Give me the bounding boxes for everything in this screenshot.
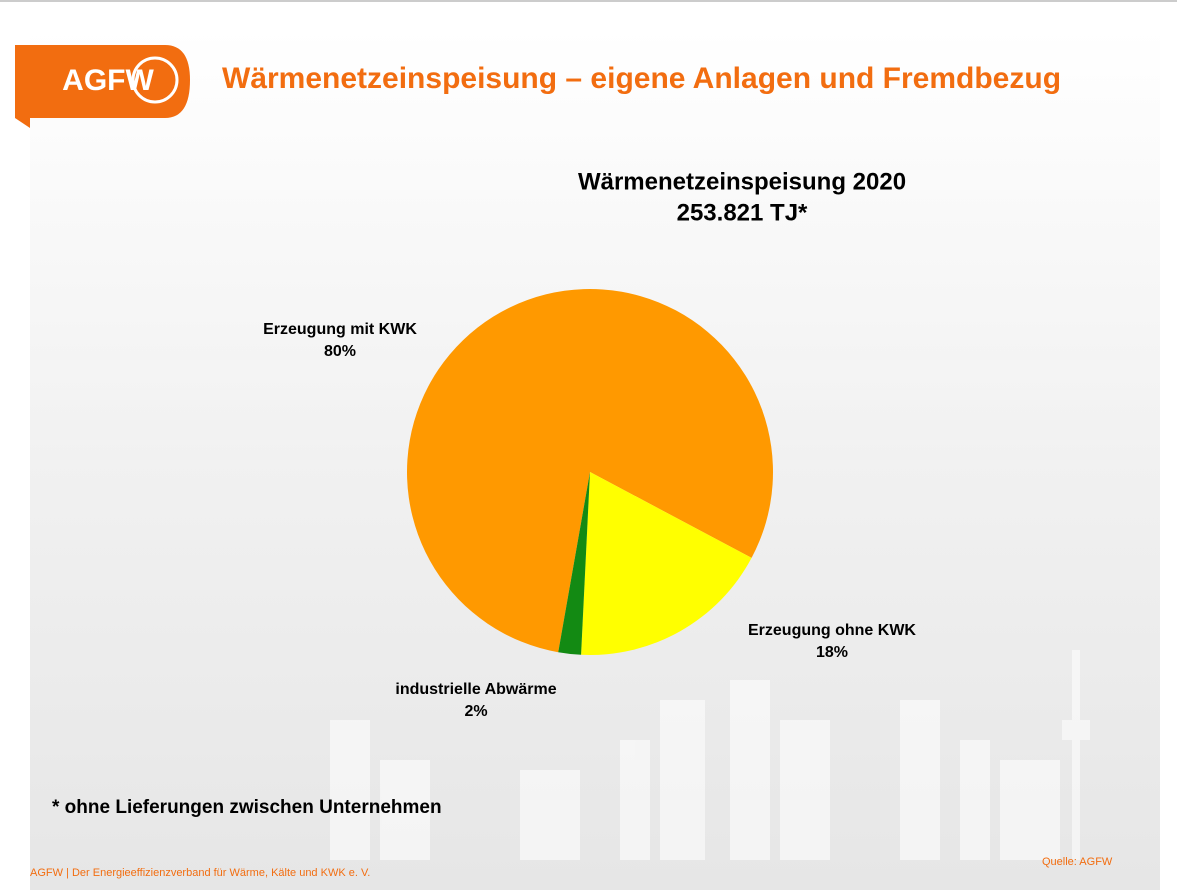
source: Quelle: AGFW xyxy=(1042,856,1113,868)
header-title: Wärmenetzeinspeisung – eigene Anlagen un… xyxy=(222,62,1061,95)
slice-label: industrielle Abwärme xyxy=(395,681,556,698)
slice-value: 80% xyxy=(324,343,356,360)
slice-value: 18% xyxy=(816,644,848,661)
slide: AGFW Wärmenetzeinspeisung – eigene Anlag… xyxy=(0,0,1177,891)
logo-text: AGFW xyxy=(62,64,154,97)
footnote: * ohne Lieferungen zwischen Unternehmen xyxy=(52,797,442,818)
slice-label: Erzeugung mit KWK xyxy=(263,321,417,338)
slice-label: Erzeugung ohne KWK xyxy=(748,622,916,639)
slice-value: 2% xyxy=(464,703,487,720)
footer-text: AGFW | Der Energieeffizienzverband für W… xyxy=(30,867,370,879)
chart-subtitle: 253.821 TJ* xyxy=(677,199,808,226)
chart-title: Wärmenetzeinspeisung 2020 xyxy=(578,168,906,195)
